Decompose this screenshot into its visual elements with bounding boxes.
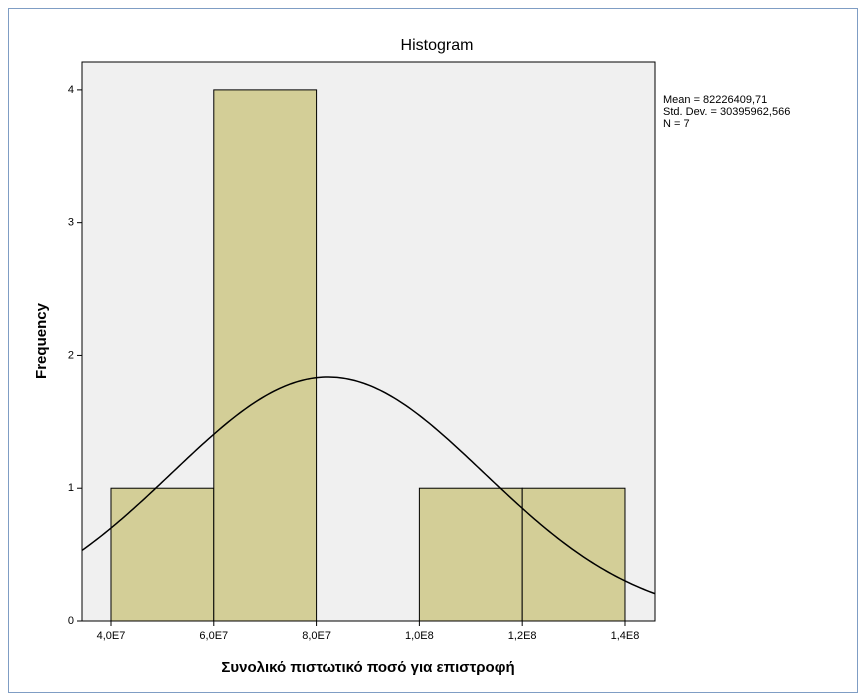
y-tick-label: 1 bbox=[68, 482, 74, 494]
x-tick-label: 8,0E7 bbox=[302, 630, 331, 642]
y-tick-label: 2 bbox=[68, 349, 74, 361]
y-axis-label: Frequency bbox=[33, 302, 50, 379]
x-tick-label: 4,0E7 bbox=[97, 630, 126, 642]
normal-curve bbox=[82, 376, 655, 595]
y-tick-label: 4 bbox=[68, 84, 74, 96]
stats-label: N = 7 bbox=[663, 118, 690, 130]
bar bbox=[110, 487, 215, 622]
x-tick-label: 1,4E8 bbox=[611, 630, 640, 642]
bar bbox=[213, 89, 318, 622]
x-tick-label: 1,2E8 bbox=[508, 630, 537, 642]
stats-label: Std. Dev. = 30395962,566 bbox=[663, 106, 790, 118]
stats-label: Mean = 82226409,71 bbox=[663, 94, 767, 106]
chart-title: Histogram bbox=[401, 37, 474, 54]
y-tick-label: 3 bbox=[68, 217, 74, 229]
bar bbox=[521, 487, 626, 622]
x-tick-label: 1,0E8 bbox=[405, 630, 434, 642]
bar bbox=[418, 487, 523, 622]
x-axis-label: Συνολικό πιστωτικό ποσό για επιστροφή bbox=[221, 659, 514, 676]
y-tick-label: 0 bbox=[68, 615, 74, 627]
x-tick-label: 6,0E7 bbox=[199, 630, 228, 642]
